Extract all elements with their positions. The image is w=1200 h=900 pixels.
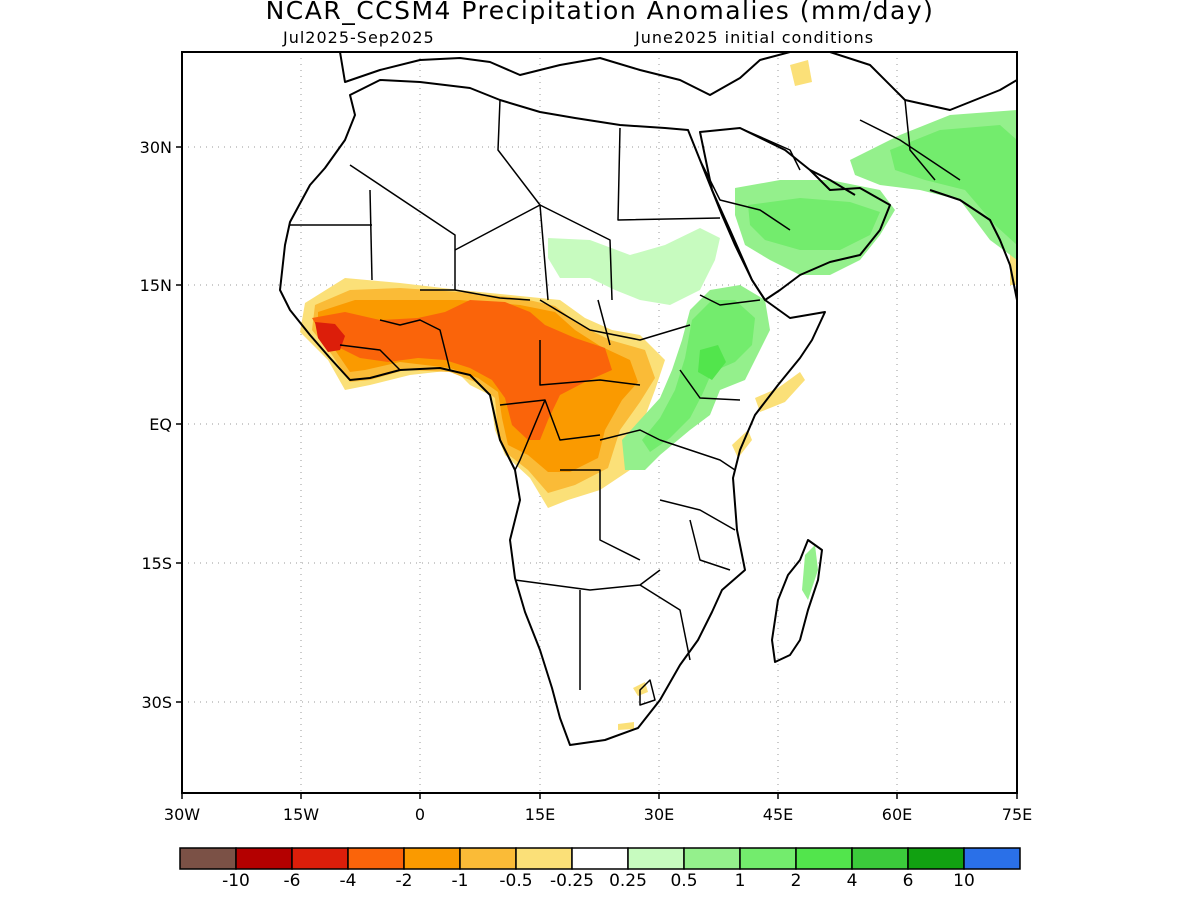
y-tick-label: 30N [140, 138, 172, 157]
colorbar-swatch [179, 847, 237, 870]
forecast-period: Jul2025-Sep2025 [283, 28, 435, 47]
colorbar-label: 0.5 [670, 871, 698, 891]
y-axis-labels: 30N 15N EQ 15S 30S [140, 138, 172, 712]
wet-sahel [548, 228, 720, 305]
colorbar-swatch [739, 847, 797, 870]
colorbar-swatch [851, 847, 909, 870]
negative-anomalies [300, 60, 1017, 730]
x-tick-label: 15E [525, 805, 555, 824]
colorbar-label: -10 [222, 871, 250, 891]
y-tick-label: EQ [149, 415, 172, 434]
y-tick-label: 30S [141, 693, 172, 712]
colorbar-swatch [627, 847, 685, 870]
positive-anomalies [548, 110, 1017, 600]
y-tick-label: 15N [140, 276, 172, 295]
persian-gulf [809, 169, 856, 196]
x-axis-labels: 30W 15W 0 15E 30E 45E 60E 75E [164, 805, 1032, 824]
colorbar-label: 10 [953, 871, 975, 891]
wet-east-africa-core [698, 345, 726, 380]
colorbar-swatch [291, 847, 349, 870]
europe-coastline [339, 52, 791, 96]
x-tick-label: 45E [763, 805, 793, 824]
dry-red [315, 322, 345, 352]
tick-marks [176, 146, 1018, 799]
colorbar-swatch [235, 847, 293, 870]
colorbar [179, 847, 1021, 870]
colorbar-swatch [907, 847, 965, 870]
dry-east-coast [755, 372, 805, 412]
colorbar-label: 4 [846, 871, 858, 891]
dry-south-coast [618, 722, 634, 730]
map-title: NCAR_CCSM4 Precipitation Anomalies (mm/d… [265, 0, 935, 25]
colorbar-label: -0.25 [550, 871, 594, 891]
x-tick-label: 60E [882, 805, 912, 824]
y-tick-label: 15S [141, 554, 172, 573]
arabia-coastline [699, 127, 891, 301]
colorbar-label: 0.25 [609, 871, 647, 891]
asia-coastline [829, 52, 1017, 111]
india-coastline [929, 189, 1017, 301]
wet-madagascar [802, 545, 818, 600]
dry-dark-orange [312, 300, 612, 440]
colorbar-swatch [795, 847, 853, 870]
x-tick-label: 30W [164, 805, 200, 824]
colorbar-label: 2 [790, 871, 802, 891]
colorbar-swatch [963, 847, 1021, 870]
colorbar-swatch [515, 847, 573, 870]
colorbar-swatch [403, 847, 461, 870]
colorbar-swatch [347, 847, 405, 870]
wet-east-africa-inner [642, 300, 755, 452]
colorbar-label: -1 [451, 871, 469, 891]
colorbar-swatch [459, 847, 517, 870]
coastlines [279, 52, 1017, 746]
colorbar-label: -2 [395, 871, 413, 891]
colorbar-swatch [571, 847, 629, 870]
colorbar-label: -4 [339, 871, 357, 891]
plot-frame [181, 51, 1018, 794]
x-tick-label: 15W [283, 805, 319, 824]
madagascar-coastline [771, 539, 823, 663]
country-borders [290, 99, 961, 706]
dry-arabia-north [790, 60, 812, 86]
x-tick-label: 0 [415, 805, 425, 824]
colorbar-label: -6 [283, 871, 301, 891]
wet-arabia-inner [748, 198, 880, 250]
colorbar-label: -0.5 [499, 871, 533, 891]
x-tick-label: 75E [1002, 805, 1032, 824]
initial-conditions: June2025 initial conditions [635, 28, 875, 47]
colorbar-label: 1 [734, 871, 746, 891]
x-tick-label: 30E [644, 805, 674, 824]
colorbar-swatch [683, 847, 741, 870]
colorbar-label: 6 [902, 871, 914, 891]
africa-coastline [279, 79, 826, 746]
